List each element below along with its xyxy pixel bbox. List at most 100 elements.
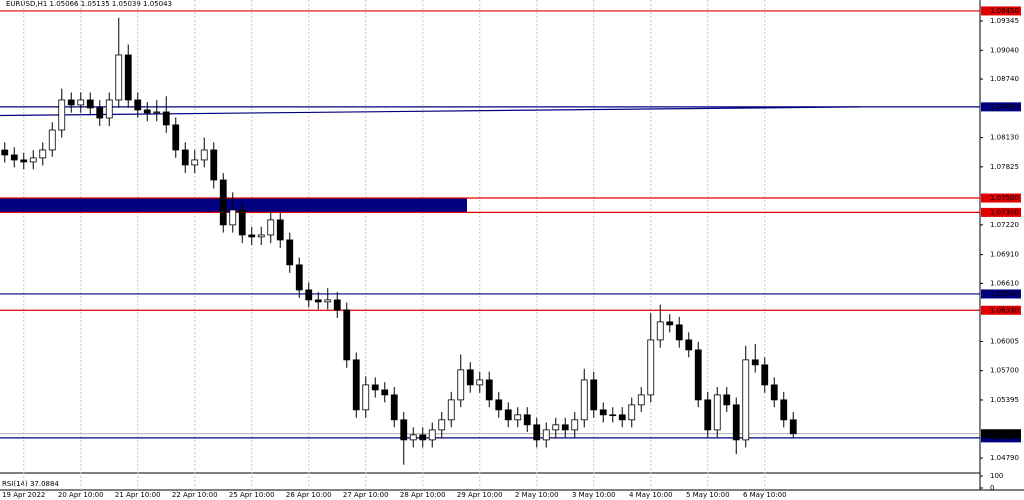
candle-body (200, 149, 208, 161)
level-label-bg (981, 289, 1021, 299)
candle-body (666, 321, 674, 326)
x-tick-label: 5 May 10:00 (686, 491, 730, 499)
candle-body (115, 54, 123, 101)
candle-body (286, 239, 294, 266)
candle-body (685, 339, 693, 351)
candle-body (400, 419, 408, 441)
candle-body (390, 394, 398, 421)
candle-body (618, 414, 626, 421)
candle-body (466, 369, 474, 386)
level-label-bg (981, 102, 1021, 112)
candle-body (29, 157, 37, 163)
level-label: 1.07350 (990, 208, 1019, 216)
candle-body (1, 149, 9, 156)
candle-body (324, 299, 332, 303)
candle-body (124, 54, 132, 101)
candle-body (704, 399, 712, 431)
y-tick-label: 1.08740 (990, 75, 1019, 83)
level-label: 1.06500 (990, 290, 1019, 298)
level-label-bg (981, 305, 1021, 315)
candle-body (694, 349, 702, 401)
candle-body (210, 149, 218, 181)
candle-body (39, 149, 47, 159)
candle-body (371, 384, 379, 391)
candle-body (438, 419, 446, 431)
candle-body (172, 124, 180, 151)
y-tick-label: 1.07825 (990, 163, 1019, 171)
candle-body (533, 424, 541, 441)
x-tick-label: 19 Apr 2022 (2, 491, 45, 499)
y-tick-label: 1.05700 (990, 367, 1019, 375)
candle-body (789, 419, 797, 435)
x-tick-label: 28 Apr 10:00 (400, 491, 446, 499)
rsi-tick-label: 0 (990, 484, 994, 492)
rsi-tick-label: 100 (990, 472, 1003, 480)
candle-body (381, 389, 389, 396)
candle-body (485, 379, 493, 401)
x-tick-label: 20 Apr 10:00 (58, 491, 104, 499)
candle-body (609, 414, 617, 417)
candle-body (428, 429, 436, 441)
rsi-title: RSI(14) 37.0884 (2, 480, 59, 488)
x-tick-label: 26 Apr 10:00 (286, 491, 332, 499)
candle-body (20, 159, 28, 163)
candle-body (504, 409, 512, 421)
candle-body (314, 299, 322, 303)
candle-body (723, 394, 731, 406)
candle-body (276, 219, 284, 241)
candle-body (257, 234, 265, 238)
candle-body (409, 434, 417, 441)
y-tick-label: 1.06005 (990, 337, 1019, 345)
candle-body (761, 364, 769, 386)
candle-body (552, 424, 560, 431)
candle-body (67, 99, 75, 106)
y-tick-label: 1.08130 (990, 134, 1019, 142)
x-tick-label: 29 Apr 10:00 (457, 491, 503, 499)
x-tick-label: 6 May 10:00 (743, 491, 787, 499)
level-label: 1.07500 (990, 194, 1019, 202)
candle-body (599, 409, 607, 416)
candle-body (542, 429, 550, 441)
candle-body (457, 369, 465, 401)
candle-body (656, 321, 664, 341)
candle-body (134, 99, 142, 111)
candle-body (248, 234, 256, 238)
candle-body (580, 379, 588, 421)
x-tick-label: 25 Apr 10:00 (229, 491, 275, 499)
candle-body (628, 404, 636, 421)
candle-body (637, 394, 645, 406)
candle-body (780, 399, 788, 421)
candle-body (362, 384, 370, 411)
candle-body (48, 129, 56, 151)
candle-body (751, 359, 759, 366)
candle-body (495, 399, 503, 411)
level-label-bg (981, 6, 1021, 16)
candle-body (295, 264, 303, 291)
y-tick-label: 1.07220 (990, 221, 1019, 229)
candle-body (647, 339, 655, 396)
candle-body (229, 209, 237, 226)
candle-body (10, 154, 18, 161)
candle-body (181, 149, 189, 166)
x-tick-label: 22 Apr 10:00 (172, 491, 218, 499)
candle-body (352, 359, 360, 411)
candle-body (305, 289, 313, 301)
candle-body (267, 219, 275, 236)
candle-body (105, 99, 113, 119)
candle-body (153, 111, 161, 114)
level-label: 1.09450 (990, 7, 1019, 15)
candle-body (447, 399, 455, 421)
x-tick-label: 27 Apr 10:00 (343, 491, 389, 499)
y-tick-label: 1.05395 (990, 396, 1019, 404)
level-label: 1.08450 (990, 103, 1019, 111)
y-tick-label: 1.09345 (990, 17, 1019, 25)
level-label-bg (981, 207, 1021, 217)
candle-body (742, 359, 750, 441)
candle-body (770, 384, 778, 401)
candle-body (77, 99, 85, 106)
last-price-label: 1.05043 (990, 430, 1019, 438)
candle-body (96, 107, 104, 119)
candle-body (713, 394, 721, 431)
chart-title: EURUSD,H1 1.05066 1.05135 1.05039 1.0504… (6, 0, 172, 8)
